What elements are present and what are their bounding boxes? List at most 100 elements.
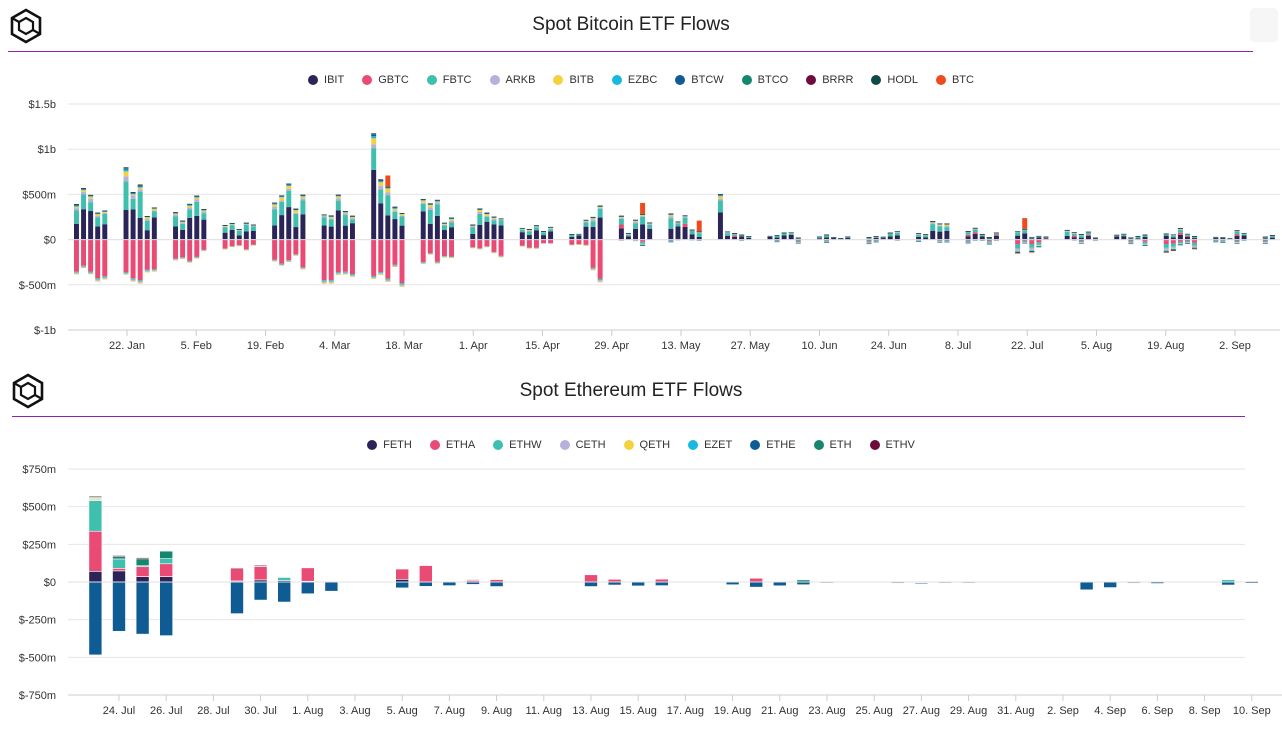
bar-segment[interactable] xyxy=(279,264,285,266)
bar-segment[interactable] xyxy=(795,242,801,244)
bar-segment[interactable] xyxy=(378,239,384,273)
bar-segment[interactable] xyxy=(342,272,348,274)
bar-segment[interactable] xyxy=(631,581,646,587)
bar-segment[interactable] xyxy=(222,232,228,240)
bar-segment[interactable] xyxy=(272,202,278,204)
bar-segment[interactable] xyxy=(434,200,440,202)
bar-segment[interactable] xyxy=(123,169,129,172)
bar-segment[interactable] xyxy=(1142,244,1148,246)
bar-segment[interactable] xyxy=(279,265,285,266)
bar-segment[interactable] xyxy=(385,186,391,188)
bar-segment[interactable] xyxy=(102,212,108,214)
bar-segment[interactable] xyxy=(95,213,101,215)
bar-segment[interactable] xyxy=(526,239,532,248)
bar-segment[interactable] xyxy=(1043,238,1049,240)
bar-segment[interactable] xyxy=(498,239,504,256)
bar-segment[interactable] xyxy=(399,283,405,285)
bar-segment[interactable] xyxy=(328,215,334,216)
bar-segment[interactable] xyxy=(640,241,646,244)
bar-segment[interactable] xyxy=(937,241,943,242)
bar-segment[interactable] xyxy=(321,239,327,281)
legend-item-btcw[interactable]: BTCW xyxy=(675,74,724,86)
bar-segment[interactable] xyxy=(477,208,483,209)
bar-segment[interactable] xyxy=(272,209,278,226)
bar-segment[interactable] xyxy=(112,581,126,632)
bar-segment[interactable] xyxy=(1192,236,1198,239)
bar-segment[interactable] xyxy=(1163,252,1169,253)
bar-segment[interactable] xyxy=(144,269,150,271)
bar-segment[interactable] xyxy=(130,209,136,240)
bar-segment[interactable] xyxy=(774,235,780,238)
legend-item-ezbc[interactable]: EZBC xyxy=(611,74,657,86)
bar-segment[interactable] xyxy=(137,280,143,282)
bar-segment[interactable] xyxy=(717,200,723,213)
bar-segment[interactable] xyxy=(272,261,278,262)
bar-segment[interactable] xyxy=(533,248,539,249)
bar-segment[interactable] xyxy=(378,273,384,275)
bar-segment[interactable] xyxy=(1262,237,1268,239)
bar-segment[interactable] xyxy=(151,270,157,272)
bar-segment[interactable] xyxy=(1078,234,1084,236)
bar-segment[interactable] xyxy=(74,272,79,274)
bar-segment[interactable] xyxy=(349,218,355,220)
bar-segment[interactable] xyxy=(180,221,186,222)
bar-segment[interactable] xyxy=(418,581,433,587)
bar-segment[interactable] xyxy=(328,216,334,217)
bar-segment[interactable] xyxy=(1093,240,1098,241)
bar-segment[interactable] xyxy=(187,207,193,210)
bar-segment[interactable] xyxy=(392,210,398,212)
bar-segment[interactable] xyxy=(130,198,136,210)
bar-segment[interactable] xyxy=(1269,237,1275,240)
bar-segment[interactable] xyxy=(470,227,476,234)
bar-segment[interactable] xyxy=(321,217,327,226)
bar-segment[interactable] xyxy=(717,199,723,201)
bar-segment[interactable] xyxy=(253,564,268,567)
bar-segment[interactable] xyxy=(88,271,94,273)
bar-segment[interactable] xyxy=(1177,228,1183,229)
bar-segment[interactable] xyxy=(1241,240,1247,241)
bar-segment[interactable] xyxy=(682,217,688,224)
bar-segment[interactable] xyxy=(923,234,929,235)
bar-segment[interactable] xyxy=(385,186,391,187)
bar-segment[interactable] xyxy=(1015,235,1021,240)
bar-segment[interactable] xyxy=(781,233,787,236)
bar-segment[interactable] xyxy=(328,280,334,282)
bar-segment[interactable] xyxy=(597,207,603,208)
bar-segment[interactable] xyxy=(243,222,249,224)
bar-segment[interactable] xyxy=(1170,235,1176,238)
bar-segment[interactable] xyxy=(1022,229,1028,231)
bar-segment[interactable] xyxy=(597,239,603,279)
bar-segment[interactable] xyxy=(937,240,943,242)
bar-segment[interactable] xyxy=(470,247,476,249)
bar-segment[interactable] xyxy=(1170,246,1176,249)
bar-segment[interactable] xyxy=(1163,235,1169,240)
bar-segment[interactable] xyxy=(293,208,299,210)
bar-segment[interactable] xyxy=(1022,240,1028,243)
bar-segment[interactable] xyxy=(937,225,943,227)
bar-segment[interactable] xyxy=(286,184,292,185)
bar-segment[interactable] xyxy=(965,231,971,232)
bar-segment[interactable] xyxy=(972,232,978,234)
bar-segment[interactable] xyxy=(95,216,101,218)
bar-segment[interactable] xyxy=(74,205,79,207)
bar-segment[interactable] xyxy=(135,557,150,560)
bar-segment[interactable] xyxy=(399,284,405,286)
bar-segment[interactable] xyxy=(1177,228,1183,230)
bar-segment[interactable] xyxy=(187,203,193,205)
bar-segment[interactable] xyxy=(986,239,992,242)
bar-segment[interactable] xyxy=(1227,238,1233,239)
bar-segment[interactable] xyxy=(1043,237,1049,239)
bar-segment[interactable] xyxy=(1036,246,1042,247)
bar-segment[interactable] xyxy=(1163,244,1169,248)
bar-segment[interactable] xyxy=(625,234,631,235)
bar-segment[interactable] xyxy=(1022,239,1028,241)
bar-segment[interactable] xyxy=(187,217,193,240)
bar-segment[interactable] xyxy=(1128,242,1134,244)
bar-segment[interactable] xyxy=(618,216,624,218)
bar-segment[interactable] xyxy=(477,213,483,225)
bar-segment[interactable] xyxy=(335,194,341,196)
bar-segment[interactable] xyxy=(173,216,179,227)
bar-segment[interactable] xyxy=(123,176,129,182)
bar-segment[interactable] xyxy=(272,203,278,205)
bar-segment[interactable] xyxy=(144,215,150,217)
